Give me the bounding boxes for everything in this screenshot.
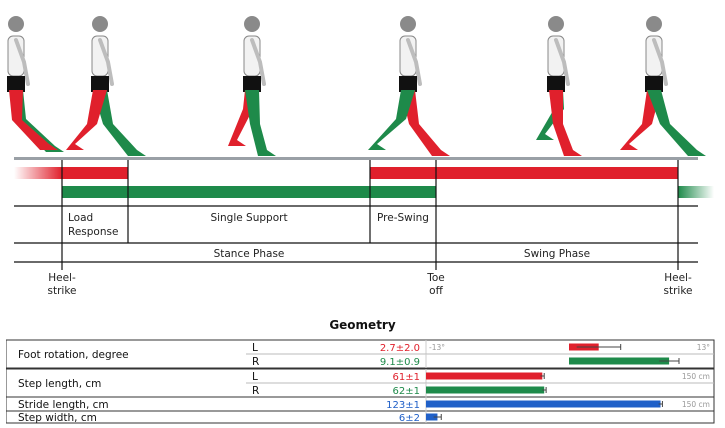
- metric-row: Step width, cm 6±2: [18, 411, 442, 424]
- figure-head: [400, 16, 416, 32]
- stance-phase-label: Stance Phase: [214, 248, 285, 260]
- metric-bar: [426, 413, 438, 421]
- range-max-label: 150 cm: [682, 400, 710, 409]
- walking-figures: [7, 16, 706, 156]
- heel-strike-label-1a: Heel-: [48, 272, 76, 284]
- metric-group-frame: [6, 410, 715, 424]
- walking-figure: [7, 16, 64, 152]
- side-label: L: [252, 371, 258, 383]
- metric-bar: [426, 386, 545, 394]
- geometry-table: Foot rotation, degree L 2.7±2.0 -13° 13° R 9.1…: [6, 339, 715, 424]
- heel-strike-label-2b: strike: [664, 285, 693, 297]
- left-fade-bar: [14, 167, 62, 179]
- geometry-title: Geometry: [329, 318, 396, 332]
- toe-off-label-b: off: [429, 285, 443, 297]
- metric-value: 62±1: [393, 386, 420, 397]
- left-leg: [620, 90, 661, 150]
- figure-arm: [554, 38, 570, 86]
- walking-figure: [66, 16, 146, 156]
- left-swing-bar: [370, 167, 678, 179]
- left-load-bar: [62, 167, 128, 179]
- right-stance-bar: [62, 186, 436, 198]
- heel-strike-label-2a: Heel-: [664, 272, 692, 284]
- metric-bar: [426, 400, 661, 408]
- metric-row: R 62±1: [246, 382, 714, 397]
- metric-label: Stride length, cm: [18, 399, 109, 411]
- figure-shorts: [243, 76, 261, 92]
- floor-line: [14, 157, 698, 160]
- metric-row: Stride length, cm 123±1 150 cm: [18, 397, 710, 411]
- figure-arm: [250, 38, 266, 86]
- metric-label: Foot rotation, degree: [18, 349, 129, 361]
- left-leg: [401, 90, 450, 156]
- pre-swing-label: Pre-Swing: [377, 212, 429, 224]
- figure-arm: [652, 38, 668, 86]
- load-response-label-1: Load: [68, 212, 93, 224]
- range-max-label: 13°: [697, 343, 711, 352]
- right-leg: [245, 90, 276, 156]
- figure-shorts: [645, 76, 663, 92]
- right-leg: [9, 90, 64, 152]
- figure-shorts: [91, 76, 109, 92]
- swing-phase-label: Swing Phase: [524, 248, 590, 260]
- range-min-label: -13°: [429, 343, 445, 352]
- figure-shorts: [399, 76, 417, 92]
- metric-label: Step width, cm: [18, 412, 97, 424]
- figure-shorts: [547, 76, 565, 92]
- range-max-label: 150 cm: [682, 372, 710, 381]
- metric-label: Step length, cm: [18, 378, 101, 390]
- right-leg: [93, 90, 146, 156]
- right-fade-bar: [678, 186, 714, 198]
- walking-figure: [228, 16, 276, 156]
- figure-head: [646, 16, 662, 32]
- left-leg: [549, 90, 582, 156]
- metric-value: 123±1: [386, 400, 420, 411]
- left-leg: [9, 90, 58, 150]
- metric-bar: [426, 372, 543, 380]
- figure-arm: [406, 38, 422, 86]
- right-leg: [368, 90, 415, 150]
- walking-figure: [368, 16, 450, 156]
- metric-value: 2.7±2.0: [380, 343, 420, 354]
- figure-arm: [98, 38, 114, 86]
- side-label: L: [252, 342, 258, 354]
- walking-figure: [620, 16, 706, 156]
- right-leg: [647, 90, 706, 156]
- gait-cycle-diagram: Load Response Single Support Pre-Swing S…: [7, 16, 714, 297]
- metric-value: 9.1±0.9: [380, 357, 420, 368]
- single-support-label: Single Support: [210, 212, 287, 224]
- toe-off-label-a: Toe: [426, 272, 445, 284]
- metric-value: 61±1: [393, 372, 420, 383]
- figure-arm: [14, 38, 30, 86]
- left-leg: [66, 90, 107, 150]
- metric-value: 6±2: [399, 413, 420, 424]
- metric-bar: [569, 357, 670, 365]
- side-label: R: [252, 385, 259, 397]
- heel-strike-label-1b: strike: [48, 285, 77, 297]
- load-response-label-2: Response: [68, 226, 118, 238]
- phase-grid: [14, 160, 698, 270]
- figure-head: [548, 16, 564, 32]
- metric-row: Step length, cm L 61±1 150 cm: [18, 369, 710, 390]
- metric-row: R 9.1±0.9: [246, 353, 714, 368]
- figure-head: [8, 16, 24, 32]
- figure-head: [244, 16, 260, 32]
- side-label: R: [252, 356, 259, 368]
- metric-row: Foot rotation, degree L 2.7±2.0 -13° 13°: [18, 340, 710, 361]
- walking-figure: [536, 16, 582, 156]
- figure-shorts: [7, 76, 25, 92]
- figure-head: [92, 16, 108, 32]
